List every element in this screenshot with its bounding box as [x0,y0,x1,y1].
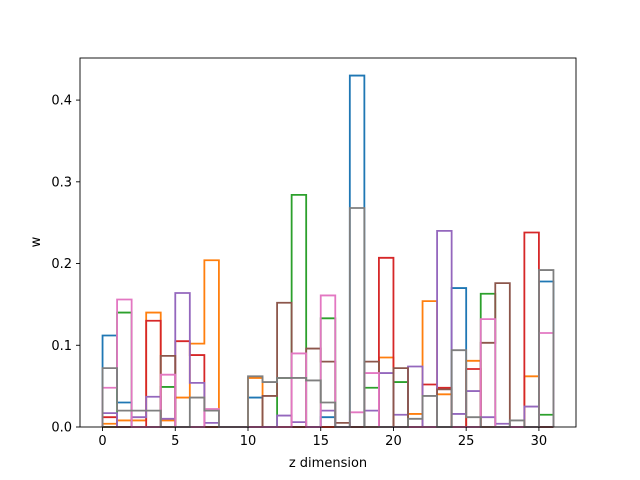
y-tick-label: 0.2 [51,257,72,272]
y-tick-label: 0.0 [51,421,72,436]
y-axis-ticks: 0.0 0.1 0.2 0.3 0.4 [51,94,80,436]
x-tick-label: 5 [171,434,179,449]
histogram-series-7 [101,294,555,428]
x-tick-label: 10 [240,434,257,449]
y-tick-label: 0.1 [51,339,72,354]
axes-frame [79,57,577,428]
x-tick-label: 25 [458,434,475,449]
x-tick-label: 30 [531,434,548,449]
x-tick-label: 0 [98,434,106,449]
x-axis-label: z dimension [289,456,367,471]
y-axis-label: w [29,236,44,247]
y-tick-label: 0.3 [51,175,72,190]
x-tick-label: 15 [312,434,329,449]
x-axis-ticks: 0 5 10 15 20 25 30 [98,427,547,449]
x-tick-label: 20 [385,434,402,449]
histogram-series-8 [101,207,555,428]
y-tick-label: 0.4 [51,94,72,109]
